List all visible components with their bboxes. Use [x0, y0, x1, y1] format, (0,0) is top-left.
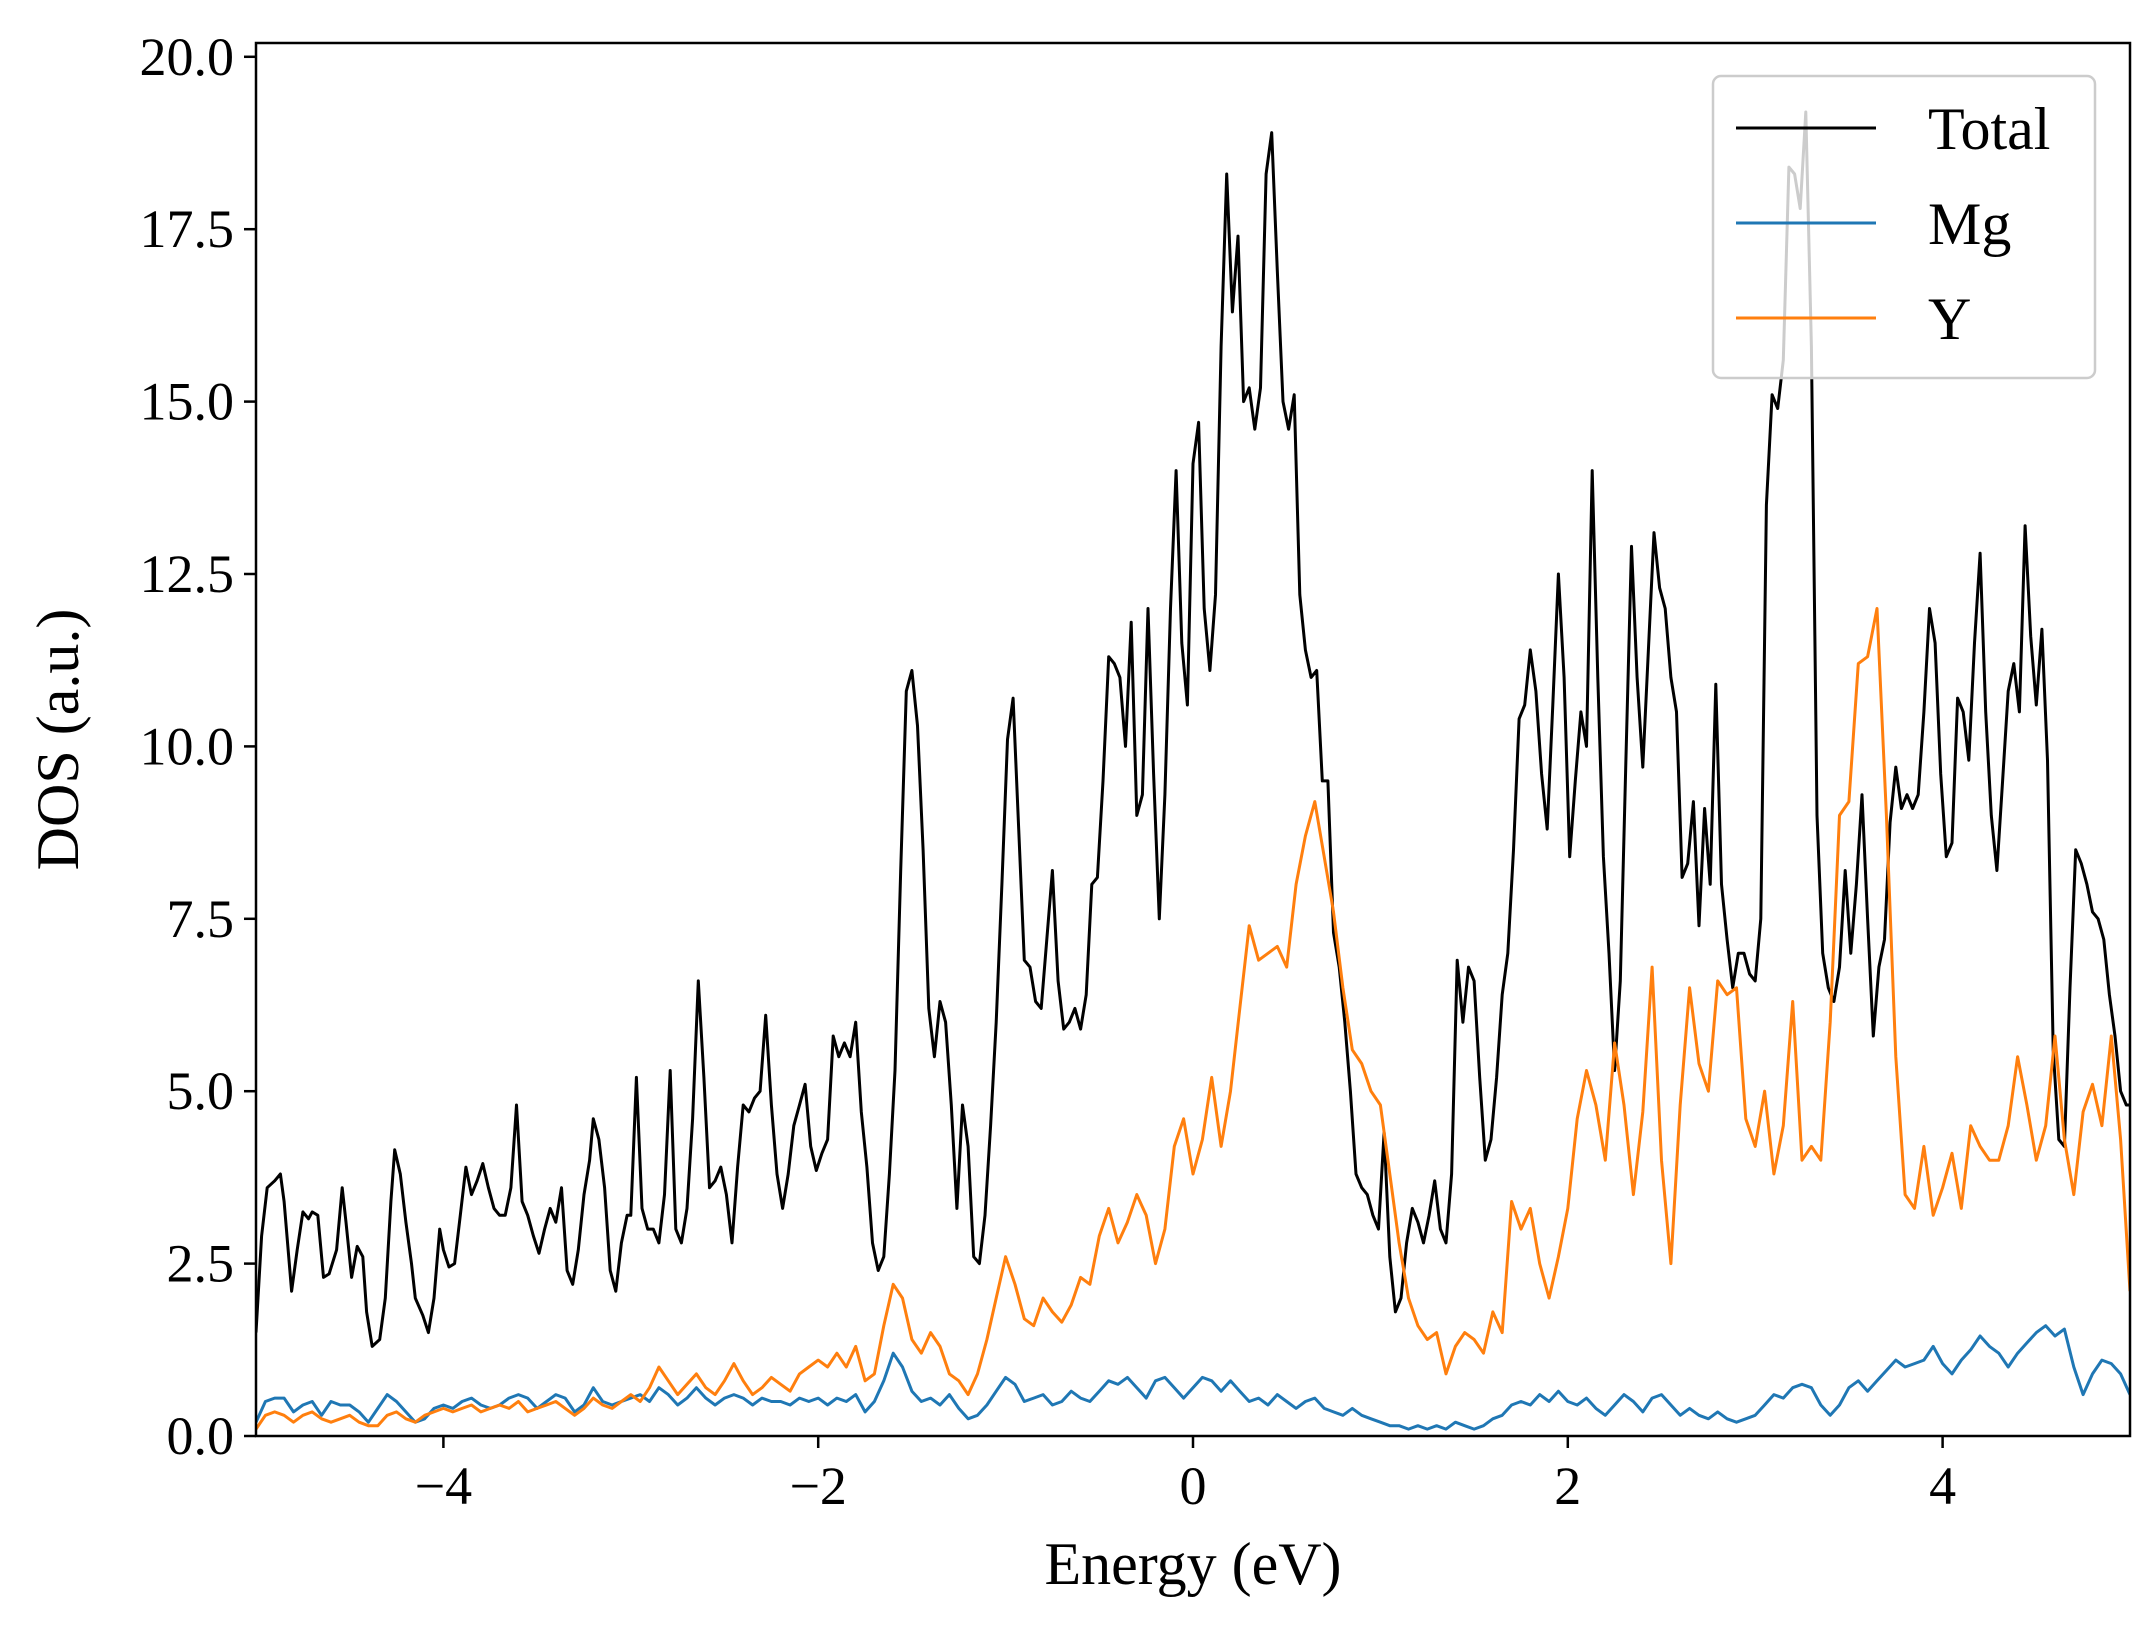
legend-label-mg: Mg [1928, 191, 2011, 257]
x-axis-label: Energy (eV) [1044, 1531, 1341, 1597]
legend-label-y: Y [1928, 286, 1971, 352]
y-axis-label: DOS (a.u.) [25, 609, 91, 871]
legend: Total Mg Y [1711, 74, 2097, 380]
x-tick-label: 4 [1929, 1456, 1956, 1516]
y-tick-label: 10.0 [140, 716, 235, 776]
plot-area [256, 110, 2130, 1431]
series-line-total [256, 110, 2130, 1348]
legend-label-total: Total [1928, 96, 2050, 162]
y-tick-label: 7.5 [167, 889, 235, 949]
y-tick-label: 17.5 [140, 199, 235, 259]
y-tick-label: 2.5 [167, 1234, 235, 1294]
x-tick-label: −4 [415, 1456, 472, 1516]
x-axis: −4 −2 0 2 4 [415, 1436, 1956, 1516]
x-tick-label: −2 [789, 1456, 846, 1516]
y-tick-label: 0.0 [167, 1406, 235, 1466]
y-tick-label: 12.5 [140, 544, 235, 604]
series-line-mg [256, 1324, 2130, 1431]
x-tick-label: 0 [1180, 1456, 1207, 1516]
y-tick-label: 20.0 [140, 27, 235, 87]
x-tick-label: 2 [1554, 1456, 1581, 1516]
y-tick-label: 5.0 [167, 1061, 235, 1121]
series-line-y [256, 607, 2130, 1430]
y-axis: 0.0 2.5 5.0 7.5 10.0 12.5 15.0 17.5 20.0 [140, 27, 256, 1466]
y-tick-label: 15.0 [140, 372, 235, 432]
legend-box [1711, 74, 2097, 380]
